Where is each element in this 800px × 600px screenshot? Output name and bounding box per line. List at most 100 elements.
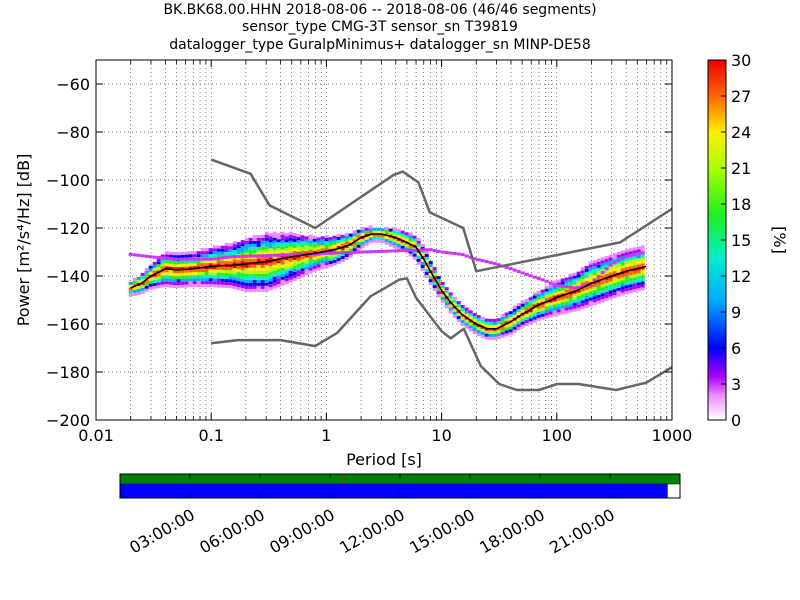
density-cell — [500, 325, 505, 329]
density-cell — [580, 273, 585, 277]
density-cell — [436, 276, 441, 280]
density-cell — [192, 263, 197, 267]
density-cell — [596, 288, 601, 292]
density-cell — [548, 290, 553, 294]
density-cell — [140, 284, 145, 288]
density-cell — [224, 258, 229, 262]
density-cell — [268, 236, 273, 240]
density-cell — [420, 262, 425, 266]
density-cell — [240, 288, 245, 292]
density-cell — [304, 266, 309, 270]
density-cell — [232, 271, 237, 275]
density-cell — [576, 277, 581, 281]
density-cell — [232, 277, 237, 281]
density-cell — [584, 298, 589, 302]
density-cell — [220, 272, 225, 276]
density-cell — [576, 274, 581, 278]
density-cell — [532, 292, 537, 296]
density-cell — [204, 275, 209, 279]
density-cell — [608, 269, 613, 273]
density-cell — [336, 254, 341, 258]
density-cell — [492, 318, 497, 322]
density-cell — [328, 260, 333, 264]
density-cell — [624, 288, 629, 292]
density-cell — [176, 255, 181, 259]
density-cell — [304, 254, 309, 258]
density-cell — [224, 252, 229, 256]
density-cell — [556, 291, 561, 295]
density-cell — [216, 266, 221, 270]
density-cell — [588, 270, 593, 274]
density-cell — [252, 234, 257, 238]
density-cell — [200, 272, 205, 276]
density-cell — [344, 247, 349, 251]
density-cell — [148, 286, 153, 290]
density-cell — [420, 250, 425, 254]
density-cell — [136, 288, 141, 292]
y-tick-label: −160 — [46, 315, 90, 334]
density-cell — [168, 266, 173, 270]
outlier-cell — [268, 253, 273, 257]
density-cell — [152, 282, 157, 286]
density-cell — [280, 234, 285, 238]
density-cell — [296, 264, 301, 268]
density-cell — [300, 274, 305, 278]
density-cell — [608, 284, 613, 288]
density-cell — [336, 260, 341, 264]
density-cell — [384, 229, 389, 233]
outlier-cell — [228, 255, 233, 259]
density-cell — [288, 234, 293, 238]
outlier-cell — [140, 254, 145, 258]
density-cell — [256, 255, 261, 259]
density-cell — [512, 320, 517, 324]
density-cell — [280, 240, 285, 244]
density-cell — [516, 309, 521, 313]
density-cell — [140, 272, 145, 276]
density-cell — [128, 281, 133, 285]
outlier-cell — [288, 253, 293, 257]
density-cell — [604, 261, 609, 265]
outlier-cell — [400, 249, 405, 253]
density-cell — [240, 252, 245, 256]
density-cell — [308, 246, 313, 250]
density-cell — [196, 263, 201, 267]
outlier-cell — [604, 267, 609, 271]
density-cell — [316, 255, 321, 259]
density-cell — [288, 246, 293, 250]
density-cell — [204, 281, 209, 285]
density-cell — [272, 270, 277, 274]
density-cell — [568, 303, 573, 307]
density-cell — [608, 293, 613, 297]
density-cell — [600, 299, 605, 303]
density-cell — [544, 306, 549, 310]
density-cell — [192, 266, 197, 270]
density-cell — [284, 272, 289, 276]
density-cell — [500, 331, 505, 335]
density-cell — [240, 282, 245, 286]
density-cell — [572, 281, 577, 285]
density-cell — [236, 251, 241, 255]
density-cell — [244, 249, 249, 253]
density-cell — [292, 244, 297, 248]
density-cell — [348, 245, 353, 249]
density-cell — [628, 260, 633, 264]
density-cell — [376, 233, 381, 237]
density-cell — [592, 290, 597, 294]
density-cell — [600, 257, 605, 261]
outlier-cell — [360, 250, 365, 254]
density-cell — [632, 256, 637, 260]
density-cell — [588, 279, 593, 283]
density-cell — [252, 246, 257, 250]
density-cell — [516, 306, 521, 310]
density-cell — [576, 271, 581, 275]
density-cell — [636, 276, 641, 280]
density-cell — [360, 238, 365, 242]
density-cell — [548, 305, 553, 309]
density-cell — [372, 239, 377, 243]
density-cell — [564, 298, 569, 302]
outlier-cell — [352, 250, 357, 254]
density-cell — [232, 244, 237, 248]
density-cell — [276, 284, 281, 288]
density-cell — [456, 307, 461, 311]
density-cell — [560, 287, 565, 291]
